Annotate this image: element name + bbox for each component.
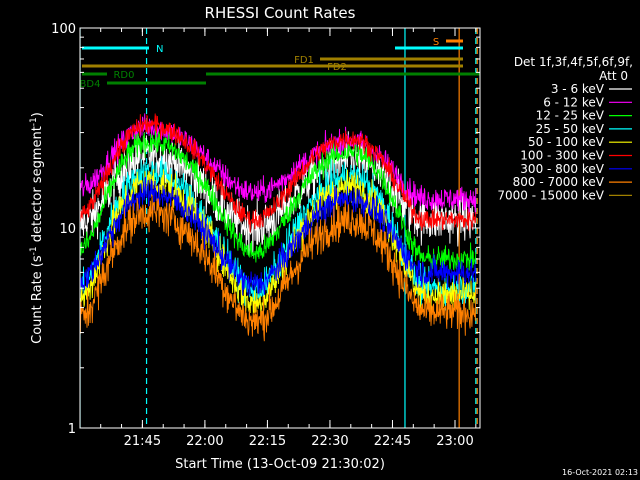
axes: 21:45 22:00 22:15 22:30 22:45 23:00 1 10 100 <box>51 22 480 449</box>
legend-label: 50 - 100 keV <box>528 135 605 149</box>
legend-label: 3 - 6 keV <box>551 82 605 96</box>
legend-title-1: Det 1f,3f,4f,5f,6f,9f, <box>514 55 633 69</box>
legend-title-2: Att 0 <box>599 69 628 83</box>
y-tick-label: 1 <box>68 422 76 437</box>
series-line <box>80 124 477 271</box>
x-tick-label: 22:00 <box>186 434 223 449</box>
series-line <box>80 194 477 342</box>
legend-label: 300 - 800 keV <box>520 162 604 176</box>
flag-bar-label: BD4 <box>80 79 101 90</box>
x-axis-label: Start Time (13-Oct-09 21:30:02) <box>175 457 385 472</box>
footer-date: 16-Oct-2021 02:13 <box>562 468 638 477</box>
legend-label: 6 - 12 keV <box>543 95 605 109</box>
series-lines <box>80 113 477 342</box>
x-tick-label: 22:45 <box>374 434 411 449</box>
legend-label: 7000 - 15000 keV <box>497 188 604 202</box>
legend-label: 100 - 300 keV <box>520 149 604 163</box>
y-axis-label-sup2: -1 <box>29 117 39 126</box>
flag-bar-label: FD1 <box>294 55 314 66</box>
x-tick-label: 22:15 <box>249 434 286 449</box>
y-axis-label-end: ) <box>30 112 45 117</box>
chart-title: RHESSI Count Rates <box>205 4 356 22</box>
flag-bar-label: N <box>156 44 163 55</box>
x-tick-label: 22:30 <box>311 434 348 449</box>
flag-bar-label: RD0 <box>113 70 134 81</box>
legend-label: 12 - 25 keV <box>536 109 605 123</box>
legend-label: 25 - 50 keV <box>536 122 605 136</box>
x-tick-label: 23:00 <box>436 434 473 449</box>
y-tick-label: 10 <box>59 222 76 237</box>
y-tick-label: 100 <box>51 22 76 37</box>
y-axis-label-main: Count Rate (s <box>30 255 45 344</box>
flag-bar-label: FD2 <box>327 62 347 73</box>
flag-bars: N S FD1 FD2 RD0 BD4 <box>80 37 480 90</box>
legend: Det 1f,3f,4f,5f,6f,9f, Att 0 3 - 6 keV6 … <box>497 55 633 202</box>
y-axis-label-mid: detector segment <box>30 126 45 246</box>
x-tick-label: 21:45 <box>124 434 161 449</box>
series-line <box>80 113 477 233</box>
y-axis-label-sup1: -1 <box>29 246 39 255</box>
flag-bar-label: S <box>433 37 439 48</box>
y-axis-label: Count Rate (s-1 detector segment-1) <box>29 112 45 344</box>
legend-label: 800 - 7000 keV <box>513 175 605 189</box>
series-line <box>80 176 477 296</box>
